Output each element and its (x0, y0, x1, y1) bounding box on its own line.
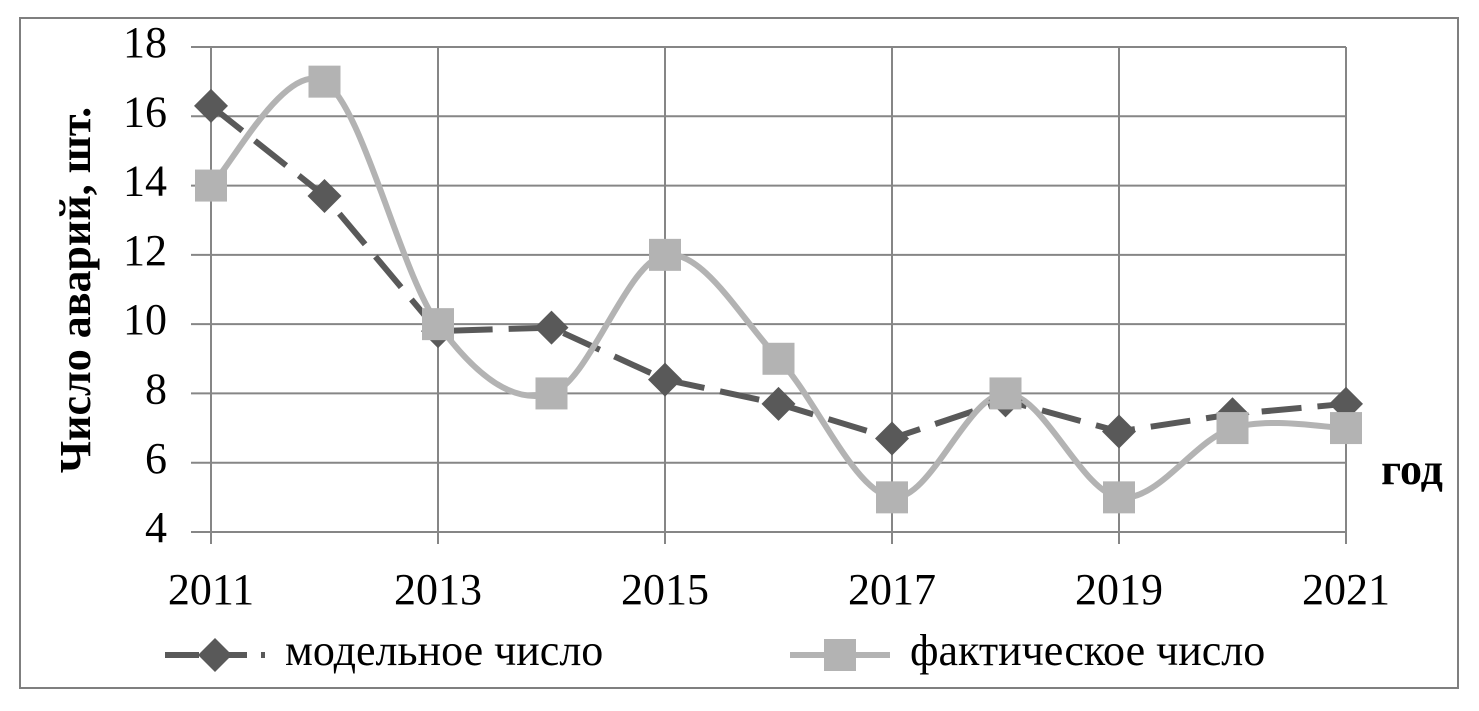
y-axis-label: Число аварий, шт. (51, 107, 100, 473)
data-point (1216, 412, 1249, 445)
data-point (875, 421, 909, 456)
data-point (1330, 412, 1362, 445)
data-point (649, 238, 681, 271)
data-point (534, 310, 569, 345)
data-point (195, 169, 227, 202)
data-point (761, 386, 796, 421)
data-point (648, 362, 682, 397)
legend-label: фактическое число (910, 626, 1265, 675)
y-tick-label: 4 (145, 503, 167, 552)
data-point (422, 308, 454, 341)
x-tick-label: 2019 (1075, 565, 1163, 614)
x-axis-label: год (1381, 445, 1443, 494)
series-line (208, 75, 1347, 501)
legend-marker (198, 638, 232, 672)
data-point (876, 481, 908, 514)
x-tick-label: 2011 (168, 565, 254, 614)
data-point (762, 342, 795, 375)
legend-label: модельное число (285, 626, 603, 675)
x-tick-label: 2013 (394, 565, 482, 614)
legend-marker (824, 639, 856, 671)
y-tick-label: 12 (123, 226, 167, 275)
y-tick-label: 18 (123, 18, 167, 67)
data-point (1102, 414, 1136, 449)
data-point (989, 377, 1022, 410)
y-tick-label: 6 (145, 434, 167, 483)
y-tick-label: 8 (145, 365, 167, 414)
data-point (535, 377, 568, 410)
data-point (307, 178, 342, 213)
data-point (308, 65, 341, 98)
chart-frame (19, 17, 1459, 689)
data-point (194, 88, 228, 123)
y-tick-label: 16 (123, 87, 167, 136)
x-tick-label: 2017 (848, 565, 936, 614)
x-tick-label: 2015 (621, 565, 709, 614)
y-tick-label: 10 (123, 295, 167, 344)
data-point (1103, 481, 1135, 514)
y-tick-label: 14 (123, 157, 167, 206)
x-tick-label: 2021 (1302, 565, 1390, 614)
